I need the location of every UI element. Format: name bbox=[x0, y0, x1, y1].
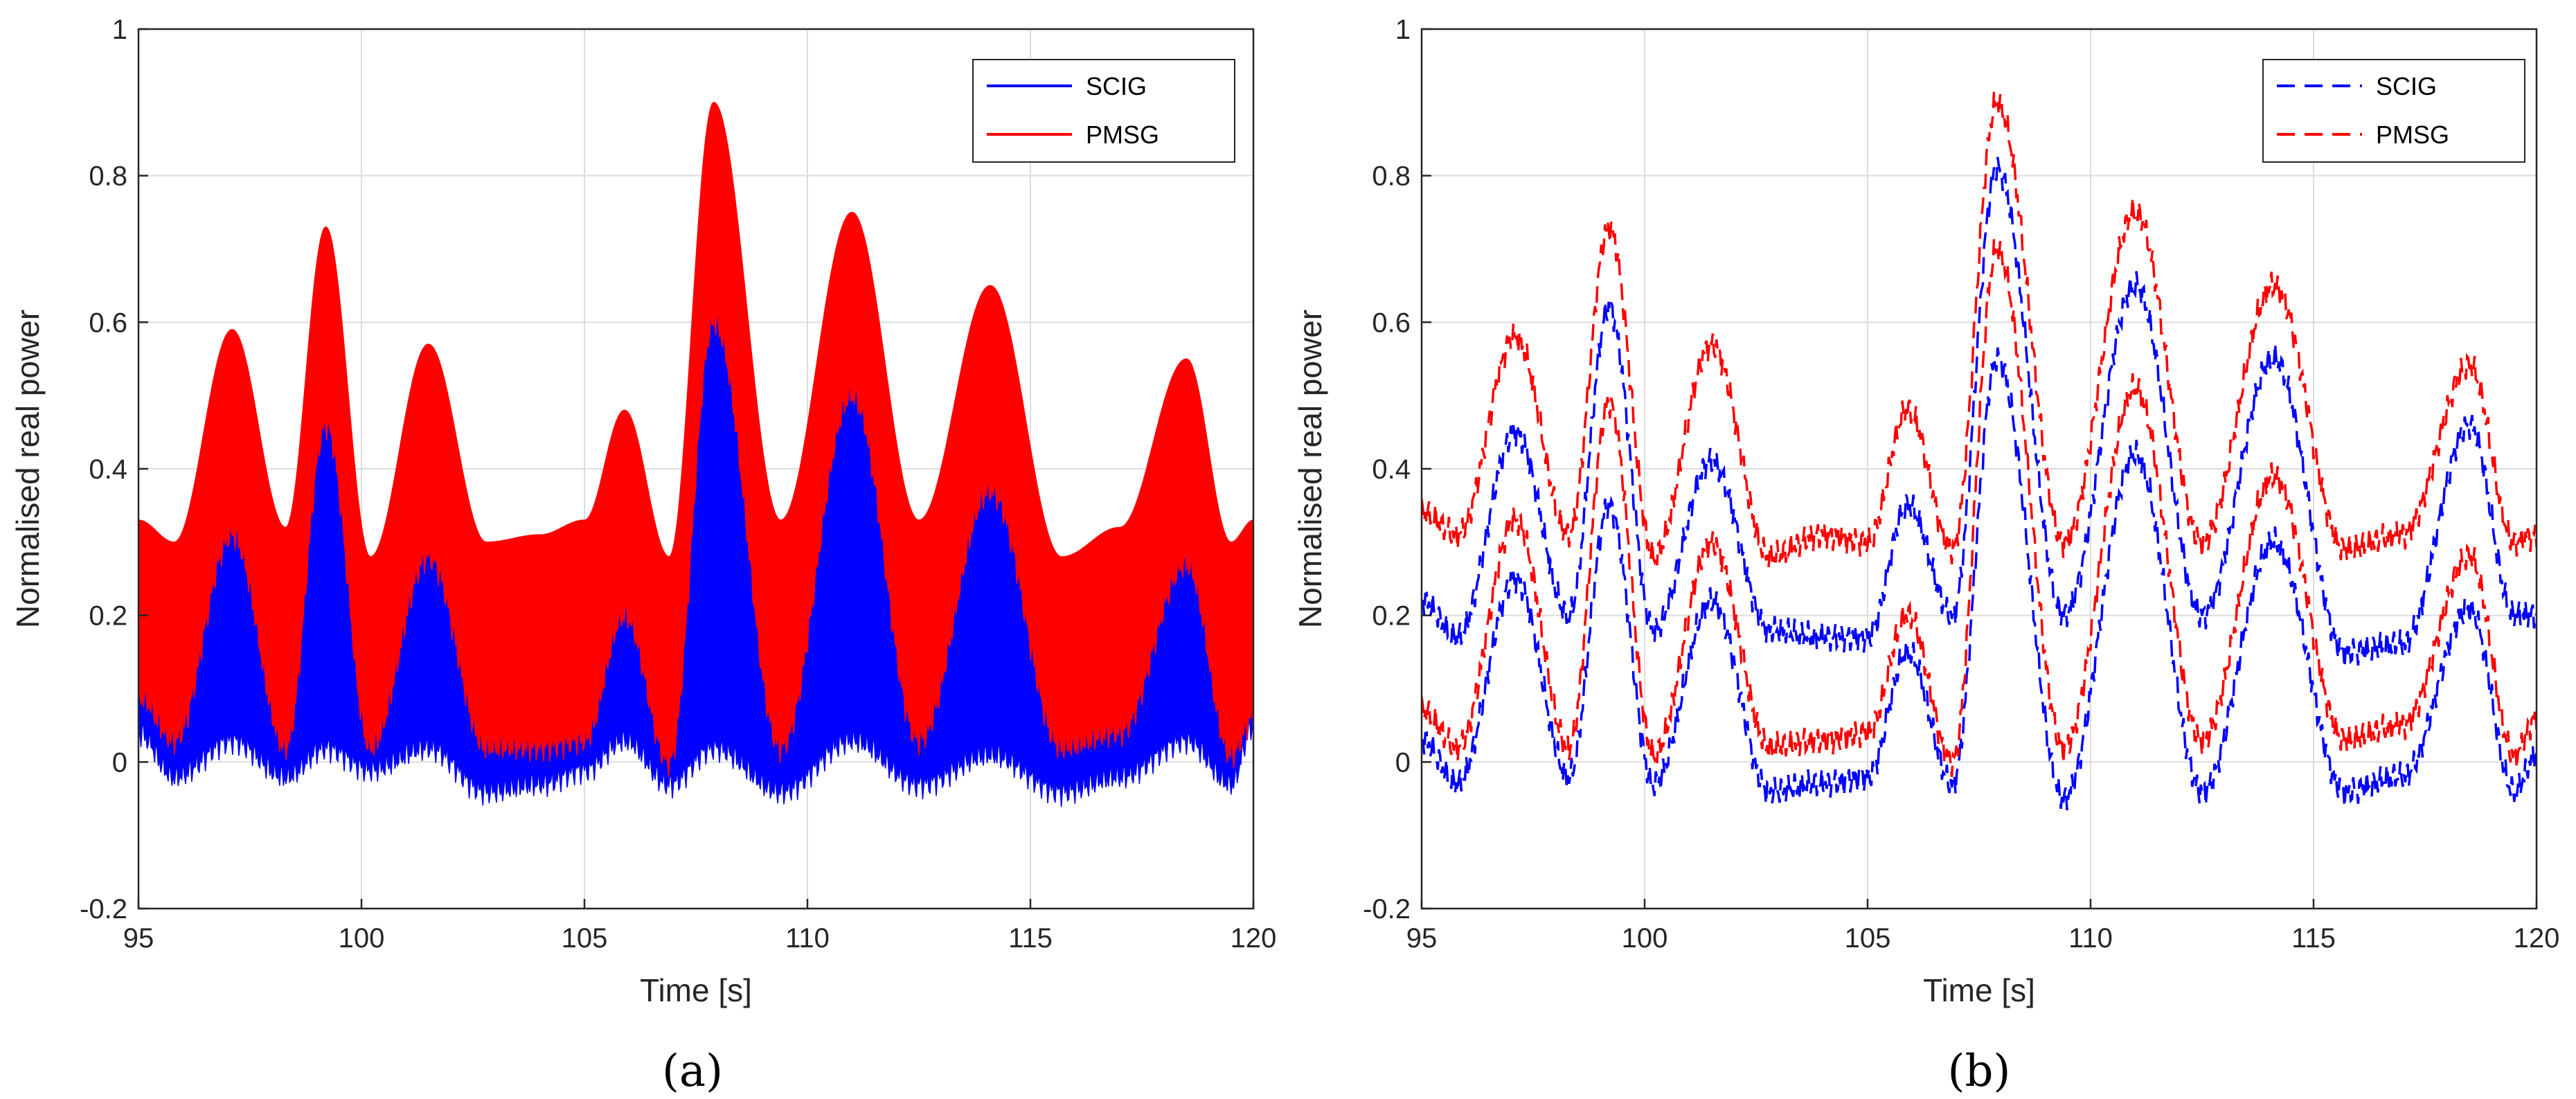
chart-a: 95 100 105 110 115 120 -0.2 0 0.2 0.4 0.6 0.8 1 Time… bbox=[10, 15, 1276, 1097]
y-tick-label-5: 0.8 bbox=[1372, 161, 1411, 192]
legend-a: SCIG PMSG bbox=[972, 59, 1235, 163]
legend-label-scig-b: SCIG bbox=[2376, 72, 2437, 100]
x-tick-label-0: 95 bbox=[1406, 923, 1438, 954]
series-a bbox=[138, 102, 1253, 807]
legend-label-scig-a: SCIG bbox=[1086, 72, 1147, 100]
legend-b: SCIG PMSG bbox=[2262, 59, 2525, 163]
y-tick-label-0: -0.2 bbox=[80, 894, 127, 924]
x-tick-label-3: 110 bbox=[785, 923, 830, 954]
chart-b: 95 100 105 110 115 120 -0.2 0 0.2 0.4 0.6 0.8 1 Time… bbox=[1292, 15, 2559, 1097]
y-tick-label-5: 0.8 bbox=[89, 161, 127, 192]
x-tick-label-2: 105 bbox=[562, 923, 608, 954]
y-axis-label-a: Normalised real power bbox=[10, 310, 46, 628]
series-upper-line-scig bbox=[1422, 157, 2537, 668]
y-tick-label-6: 1 bbox=[112, 15, 127, 45]
series-lower-line-pmsg bbox=[1422, 239, 2537, 777]
x-tick-label-4: 115 bbox=[2291, 923, 2336, 954]
series-upper-line-pmsg bbox=[1422, 91, 2537, 569]
x-tick-label-4: 115 bbox=[1008, 923, 1053, 954]
x-tick-label-2: 105 bbox=[1845, 923, 1891, 954]
x-axis-label-a: Time [s] bbox=[640, 972, 752, 1008]
legend-label-pmsg-b: PMSG bbox=[2376, 120, 2449, 149]
x-tick-label-5: 120 bbox=[2514, 923, 2560, 954]
y-tick-label-1: 0 bbox=[112, 747, 127, 778]
y-tick-label-3: 0.4 bbox=[1372, 454, 1411, 485]
y-tick-label-1: 0 bbox=[1395, 747, 1411, 778]
series-lower-line-scig bbox=[1422, 347, 2537, 811]
y-tick-label-2: 0.2 bbox=[89, 601, 127, 632]
x-axis-label-b: Time [s] bbox=[1923, 972, 2035, 1008]
x-tick-label-5: 120 bbox=[1231, 923, 1277, 954]
caption-a: (a) bbox=[662, 1046, 723, 1097]
ticks-a: 95 100 105 110 115 120 -0.2 0 0.2 0.4 0.6 0.8 1 bbox=[80, 15, 1276, 954]
y-tick-label-2: 0.2 bbox=[1372, 601, 1411, 632]
y-tick-label-4: 0.6 bbox=[89, 307, 127, 338]
y-tick-label-0: -0.2 bbox=[1363, 894, 1411, 924]
legend-label-pmsg-a: PMSG bbox=[1086, 120, 1159, 149]
x-tick-label-3: 110 bbox=[2068, 923, 2113, 954]
y-tick-label-4: 0.6 bbox=[1372, 307, 1411, 338]
x-tick-label-0: 95 bbox=[123, 923, 154, 954]
ticks-b: 95 100 105 110 115 120 -0.2 0 0.2 0.4 0.6 0.8 1 bbox=[1363, 15, 2559, 954]
legend-box-a bbox=[972, 59, 1235, 163]
series-b bbox=[1422, 91, 2537, 811]
y-tick-label-6: 1 bbox=[1395, 15, 1411, 45]
legend-box-b bbox=[2262, 59, 2525, 163]
y-tick-label-3: 0.4 bbox=[89, 454, 127, 485]
x-tick-label-1: 100 bbox=[339, 923, 385, 954]
y-axis-label-b: Normalised real power bbox=[1292, 310, 1328, 628]
caption-b: (b) bbox=[1948, 1046, 2011, 1097]
series-band-pmsg bbox=[138, 102, 1253, 777]
x-tick-label-1: 100 bbox=[1622, 923, 1668, 954]
grid-b bbox=[1422, 29, 2537, 909]
